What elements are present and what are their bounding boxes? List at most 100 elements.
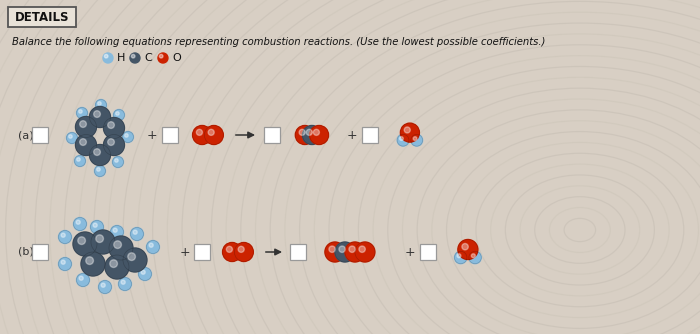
Circle shape (141, 270, 145, 274)
Circle shape (133, 230, 137, 234)
Circle shape (79, 276, 83, 280)
Text: Balance the following equations representing combustion reactions. (Use the lowe: Balance the following equations represen… (12, 37, 545, 47)
Circle shape (115, 159, 118, 162)
Circle shape (204, 126, 223, 145)
Circle shape (76, 135, 97, 156)
Circle shape (125, 134, 128, 137)
Bar (264, 127, 280, 143)
Circle shape (80, 139, 86, 145)
Circle shape (223, 242, 241, 262)
Bar (32, 244, 48, 260)
Circle shape (69, 135, 72, 138)
Circle shape (61, 260, 65, 264)
Circle shape (238, 246, 244, 253)
Circle shape (160, 54, 163, 58)
Circle shape (97, 168, 100, 171)
Circle shape (158, 53, 168, 63)
Circle shape (355, 242, 375, 262)
Circle shape (86, 257, 94, 265)
Circle shape (76, 220, 80, 224)
Circle shape (226, 246, 232, 253)
Circle shape (104, 54, 108, 58)
Circle shape (94, 149, 100, 155)
Bar (362, 127, 378, 143)
Circle shape (146, 240, 160, 254)
Circle shape (104, 135, 125, 156)
Circle shape (81, 252, 105, 276)
Circle shape (130, 53, 140, 63)
Circle shape (345, 242, 365, 262)
Circle shape (59, 258, 71, 271)
Circle shape (76, 108, 88, 119)
Circle shape (103, 53, 113, 63)
Circle shape (113, 157, 123, 167)
Circle shape (413, 137, 417, 141)
Circle shape (314, 129, 319, 135)
Circle shape (295, 126, 314, 145)
Circle shape (73, 232, 97, 256)
Circle shape (74, 217, 87, 230)
Bar (32, 127, 48, 143)
Circle shape (113, 228, 117, 232)
Bar (194, 244, 210, 260)
Circle shape (90, 107, 111, 128)
Circle shape (306, 129, 312, 135)
Circle shape (59, 230, 71, 243)
Bar (162, 127, 178, 143)
Circle shape (329, 246, 335, 253)
Text: DETAILS: DETAILS (15, 10, 69, 23)
Text: +: + (146, 129, 158, 142)
Circle shape (458, 239, 478, 260)
Circle shape (118, 278, 132, 291)
Circle shape (104, 118, 125, 139)
Circle shape (128, 253, 135, 261)
Circle shape (132, 54, 135, 58)
Circle shape (149, 243, 153, 247)
Circle shape (139, 268, 151, 281)
Circle shape (91, 230, 115, 254)
Text: +: + (346, 129, 357, 142)
Circle shape (78, 237, 85, 244)
Circle shape (80, 121, 86, 127)
Circle shape (400, 137, 403, 141)
Circle shape (94, 111, 100, 118)
Text: (b): (b) (18, 247, 34, 257)
Circle shape (114, 241, 121, 248)
Circle shape (349, 246, 356, 253)
Circle shape (302, 126, 321, 145)
Circle shape (130, 227, 143, 240)
Circle shape (93, 223, 97, 227)
Circle shape (90, 220, 104, 233)
Circle shape (123, 248, 147, 272)
Circle shape (454, 251, 467, 264)
Text: +: + (180, 245, 190, 259)
Circle shape (471, 254, 475, 258)
Circle shape (462, 243, 468, 250)
Circle shape (76, 117, 97, 138)
Bar (420, 244, 436, 260)
Text: H: H (117, 53, 125, 63)
Circle shape (108, 122, 114, 128)
Text: O: O (172, 53, 181, 63)
Circle shape (61, 233, 65, 237)
Circle shape (74, 156, 85, 167)
Circle shape (208, 129, 214, 135)
Circle shape (457, 254, 461, 258)
Circle shape (95, 100, 106, 111)
Circle shape (96, 235, 104, 242)
Circle shape (108, 139, 114, 145)
Circle shape (78, 110, 82, 113)
Circle shape (66, 133, 78, 144)
Bar (290, 244, 306, 260)
Circle shape (234, 242, 253, 262)
Circle shape (101, 283, 105, 287)
Circle shape (122, 132, 134, 143)
Circle shape (90, 145, 111, 166)
Circle shape (335, 242, 355, 262)
Circle shape (98, 102, 102, 105)
Circle shape (99, 281, 111, 294)
Circle shape (404, 127, 410, 133)
Circle shape (76, 274, 90, 287)
Text: +: + (405, 245, 415, 259)
Circle shape (109, 236, 133, 260)
